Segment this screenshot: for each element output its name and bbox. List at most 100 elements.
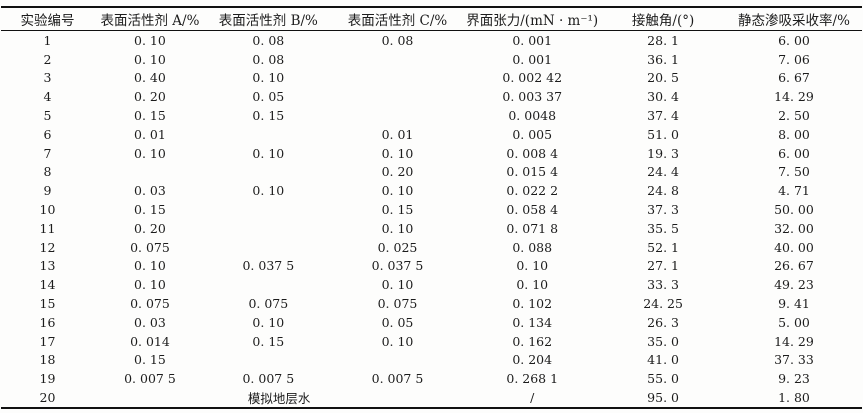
header-experiment-number: 实验编号 [1,7,94,31]
table-cell: 37. 4 [647,108,679,124]
table-cell: 0. 10 [252,183,285,199]
table-cell: 0. 10 [252,314,285,330]
table-cell [331,50,464,69]
table-cell: 0. 134 [512,314,553,330]
table-cell: 6. 00 [778,32,810,48]
table-cell [206,163,331,182]
table-cell: 0. 20 [134,220,166,236]
table-cell [206,238,331,257]
table-row: 18 0. 15 0. 204 41. 0 37. 33 [1,351,862,370]
table-cell: 6 [43,126,52,142]
table-cell: 8. 00 [778,126,810,142]
table-cell: 0. 001 [512,32,553,48]
table-cell: 0. 025 [377,239,418,255]
table-row: 7 0. 10 0. 10 0. 10 0. 008 4 19. 3 6. 00 [1,144,862,163]
table-cell: 0. 001 [512,51,553,67]
header-surfactant-c: 表面活性剂 C/% [330,7,465,31]
table-cell: 50. 00 [774,202,814,218]
table-cell: 0. 075 [377,296,418,312]
table-cell: 0. 102 [512,296,553,312]
table-cell: 0. 005 [512,126,553,142]
table-row: 6 0. 01 0. 01 0. 005 51. 0 8. 00 [1,125,862,144]
table-cell: 41. 0 [647,352,679,368]
table-cell: 19. 3 [647,145,679,161]
header-surfactant-b: 表面活性剂 B/% [205,7,331,31]
table-cell: 0. 15 [381,202,414,218]
table-cell: 0. 01 [381,126,414,142]
table-cell [331,87,464,106]
table-cell: 0. 014 [130,333,170,349]
table-cell: 模拟地层水 [247,391,311,407]
table-row: 10 0. 15 0. 15 0. 058 4 37. 3 50. 00 [1,200,862,219]
table-cell: 0. 20 [134,89,166,105]
table-cell: 0. 15 [252,333,285,349]
table-cell: 52. 1 [647,239,679,255]
table-cell [94,163,206,182]
table-cell: 3 [43,70,52,86]
table-cell: 0. 15 [134,202,166,218]
table-cell [206,200,331,219]
table-cell: 24. 8 [647,183,679,199]
table-cell: 5. 00 [778,314,810,330]
table-row: 4 0. 20 0. 05 0. 003 37 30. 4 14. 29 [1,87,862,106]
table-cell: 0. 075 [248,296,289,312]
table-cell: 0. 03 [134,314,166,330]
table-cell: 37. 3 [647,202,679,218]
table-cell: 20. 5 [647,70,679,86]
table-cell [206,125,331,144]
table-cell: 14 [39,277,56,293]
table-cell: 0. 10 [252,145,285,161]
table-cell: 14. 29 [774,333,814,349]
table-cell: 17 [39,333,56,349]
table-cell: 24. 4 [647,164,679,180]
table-header-row: 实验编号 表面活性剂 A/% 表面活性剂 B/% 表面活性剂 C/% 界面张力/… [1,7,862,31]
table-cell: 0. 08 [252,32,285,48]
table-cell [331,69,464,88]
table-row: 9 0. 03 0. 10 0. 10 0. 022 2 24. 8 4. 71 [1,181,862,200]
table-cell: 0. 088 [512,239,553,255]
table-cell: 0. 075 [130,296,170,312]
table-cell: 9 [43,183,52,199]
table-cell: 19 [39,371,56,387]
table-cell: 0. 075 [130,239,170,255]
table-cell: 0. 007 5 [124,371,176,387]
table-cell: 51. 0 [647,126,679,142]
table-cell: 35. 0 [647,333,679,349]
table-cell: 0. 08 [252,51,285,67]
table-row: 19 0. 007 5 0. 007 5 0. 007 5 0. 268 1 55. 0 9… [1,369,862,388]
table-cell: 37. 33 [774,352,814,368]
table-cell: 0. 40 [134,70,166,86]
table-cell: 0. 10 [134,32,166,48]
table-cell: 49. 23 [774,277,814,293]
table-cell: 0. 10 [252,70,285,86]
table-cell: 24. 25 [643,296,683,312]
table-cell: 95. 0 [647,390,679,406]
table-cell: 32. 00 [774,220,814,236]
table-cell: 0. 03 [134,183,166,199]
table-cell: 6. 67 [778,70,810,86]
table-cell: 14. 29 [774,89,814,105]
table-cell: 0. 10 [516,258,549,274]
table-row: 5 0. 15 0. 15 0. 0048 37. 4 2. 50 [1,106,862,125]
table-cell: 0. 15 [134,352,166,368]
table-cell: 26. 67 [774,258,814,274]
experiment-results-table: 实验编号 表面活性剂 A/% 表面活性剂 B/% 表面活性剂 C/% 界面张力/… [1,6,862,410]
table-cell: 0. 037 5 [242,258,295,274]
table-row: 14 0. 10 0. 10 0. 10 33. 3 49. 23 [1,275,862,294]
table-cell: 13 [39,258,56,274]
table-cell: 0. 10 [381,183,414,199]
table-cell [206,275,331,294]
table-cell: 0. 071 8 [506,220,559,236]
table-cell: 0. 15 [252,108,285,124]
table-cell: 0. 10 [134,145,166,161]
table-row: 12 0. 075 0. 025 0. 088 52. 1 40. 00 [1,238,862,257]
table-cell: 0. 204 [512,352,553,368]
table-cell: 0. 008 4 [506,145,559,161]
table-cell: 0. 10 [381,145,414,161]
table-cell: 0. 015 4 [506,164,559,180]
table-cell: 16 [39,314,56,330]
table-cell [331,351,464,370]
table-cell [206,219,331,238]
table-row: 1 0. 10 0. 08 0. 08 0. 001 28. 1 6. 00 [1,31,862,50]
